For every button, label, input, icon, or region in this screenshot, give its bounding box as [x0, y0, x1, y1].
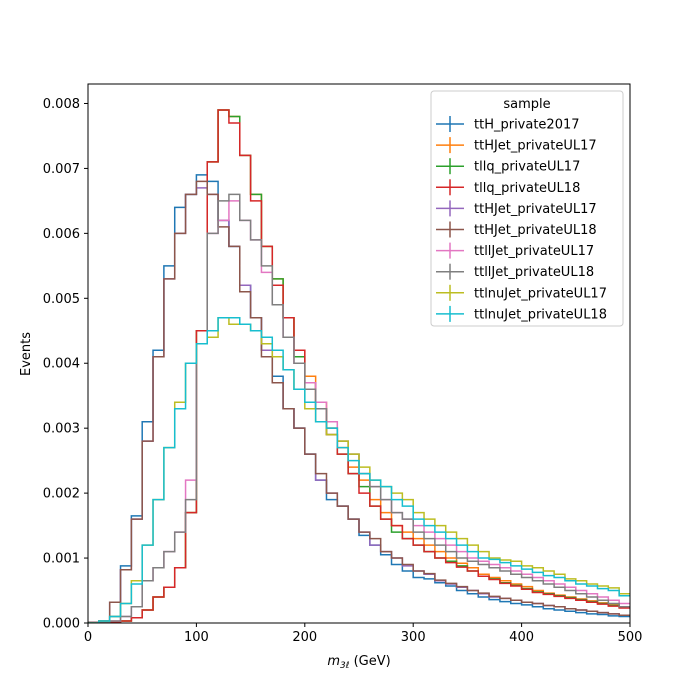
axes-frame	[87, 83, 631, 624]
x-tick-label: 500	[618, 630, 643, 645]
legend-entry-label: ttlnuJet_privateUL17	[474, 286, 607, 301]
x-tick-label: 400	[509, 630, 534, 645]
y-tick-label: 0.000	[43, 617, 80, 632]
legend-entry-label: ttllJet_privateUL17	[474, 244, 594, 259]
y-tick-label: 0.001	[43, 552, 80, 567]
legend-entry-label: ttHJet_privateUL18	[474, 223, 597, 238]
y-tick-label: 0.002	[43, 487, 80, 502]
x-tick-label: 100	[184, 630, 209, 645]
legend-entry-label: ttllJet_privateUL18	[474, 265, 594, 280]
x-axis: 0 100 200 300 400 500	[84, 623, 643, 645]
y-axis: 0.000 0.001 0.002 0.003 0.004 0.005 0.006 0.007…	[43, 97, 88, 632]
y-tick-label: 0.005	[43, 292, 80, 307]
legend-entry-label: ttHJet_privateUL17	[474, 202, 597, 217]
legend-entry-label: ttlnuJet_privateUL18	[474, 307, 607, 322]
x-tick-label: 200	[292, 630, 317, 645]
y-tick-label: 0.003	[43, 422, 80, 437]
legend-title: sample	[503, 97, 550, 112]
y-tick-label: 0.007	[43, 162, 80, 177]
x-tick-label: 300	[401, 630, 426, 645]
x-axis-label: m3ℓ (GeV)	[327, 654, 390, 671]
series-line-9	[88, 317, 630, 623]
plot-area	[87, 83, 631, 624]
y-tick-label: 0.004	[43, 357, 80, 372]
x-tick-label: 0	[84, 630, 92, 645]
series-line-5	[88, 180, 630, 623]
legend-entry-label: tllq_privateUL18	[474, 181, 580, 196]
legend-entry-label: ttHJet_privateUL17	[474, 139, 597, 154]
legend-entry-label: tllq_privateUL17	[474, 160, 580, 175]
y-axis-label: Events	[19, 332, 34, 376]
legend-entry-label: ttH_private2017	[474, 118, 580, 133]
legend: samplettH_private2017ttHJet_privateUL17t…	[430, 90, 624, 327]
y-tick-label: 0.006	[43, 227, 80, 242]
legend-box	[430, 90, 624, 327]
series-line-3	[88, 109, 630, 623]
y-tick-label: 0.008	[43, 97, 80, 112]
